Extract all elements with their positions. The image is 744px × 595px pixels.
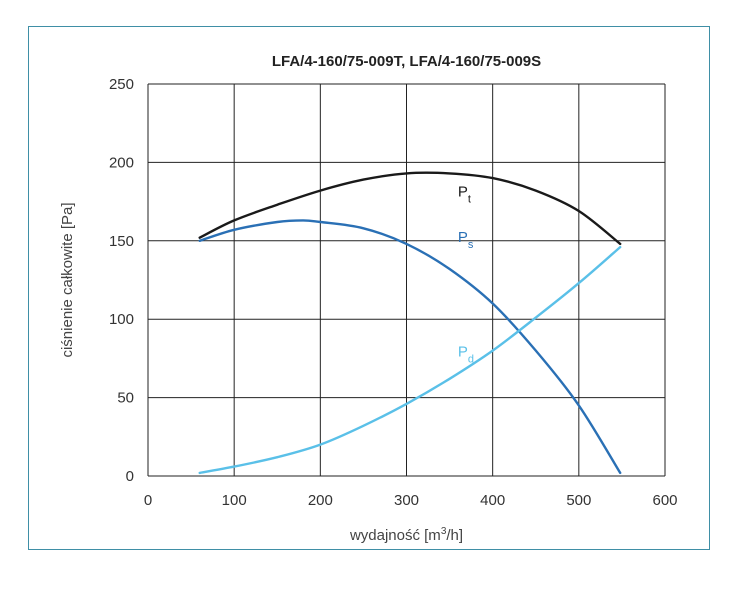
x-tick-label: 400 <box>480 492 505 509</box>
chart-frame <box>28 26 710 550</box>
pd-curve <box>198 245 622 475</box>
y-tick-labels: 0 50 100 150 200 250 <box>109 76 134 485</box>
y-tick-label: 250 <box>109 76 134 93</box>
ps-curve <box>198 219 622 475</box>
y-tick-label: 150 <box>109 233 134 250</box>
x-axis-label-tail: /h] <box>446 527 463 544</box>
x-tick-label: 0 <box>144 492 152 509</box>
y-tick-label: 50 <box>117 390 134 407</box>
x-tick-label: 100 <box>222 492 247 509</box>
series-lines <box>198 171 622 475</box>
x-axis-label-sup: 3 <box>441 526 447 537</box>
pt-label: Pt <box>458 184 471 206</box>
ps-label: Ps <box>458 229 474 251</box>
pd-label: Pd <box>458 344 474 366</box>
x-axis-label: wydajność [m3/h] <box>349 526 463 544</box>
y-tick-label: 200 <box>109 154 134 171</box>
y-axis-label: ciśnienie całkowite [Pa] <box>59 202 76 357</box>
y-tick-label: 100 <box>109 311 134 328</box>
x-tick-label: 600 <box>652 492 677 509</box>
pt-curve <box>198 171 622 246</box>
x-tick-labels: 0 100 200 300 400 500 600 <box>144 492 678 509</box>
x-tick-label: 200 <box>308 492 333 509</box>
x-tick-label: 300 <box>394 492 419 509</box>
grid <box>147 83 666 477</box>
x-tick-label: 500 <box>566 492 591 509</box>
y-tick-label: 0 <box>126 468 134 485</box>
series-labels: Pt Ps Pd <box>458 184 474 366</box>
chart-title: LFA/4-160/75-009T, LFA/4-160/75-009S <box>272 53 541 70</box>
x-axis-label-main: wydajność [m <box>349 527 441 544</box>
